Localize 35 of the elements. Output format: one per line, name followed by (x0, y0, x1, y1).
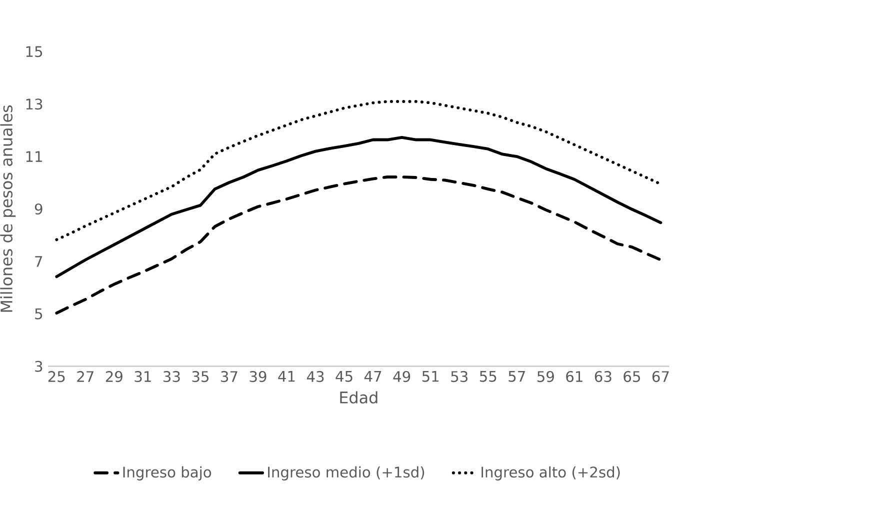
x-tick-label: 31 (134, 371, 151, 382)
y-tick-label: 13 (26, 98, 42, 110)
x-tick-label: 29 (106, 371, 122, 382)
y-axis-title: Millones de pesos anuales (0, 105, 16, 312)
x-tick-label: 39 (250, 371, 266, 382)
x-tick-label: 57 (508, 371, 525, 382)
legend-label: Ingreso bajo (123, 466, 212, 480)
x-tick-label: 63 (594, 371, 612, 382)
y-tick-label: 7 (35, 256, 42, 267)
x-tick-label: 59 (537, 371, 554, 382)
x-tick-label: 25 (48, 371, 65, 382)
x-tick-label: 43 (306, 371, 324, 382)
y-tick-label: 5 (35, 308, 42, 320)
x-axis-title: Edad (340, 391, 378, 404)
line-series (55, 176, 662, 315)
x-tick-label: 67 (652, 371, 669, 382)
x-tick-label: 27 (77, 371, 94, 382)
legend-label: Ingreso medio (+1sd) (268, 466, 424, 480)
x-tick-label: 53 (451, 371, 468, 382)
x-tick-label: 49 (393, 371, 410, 382)
x-tick-label: 51 (422, 371, 439, 382)
y-tick-label: 11 (26, 151, 42, 162)
x-tick-label: 65 (624, 371, 640, 382)
y-tick-label: 15 (26, 46, 42, 58)
x-tick-label: 55 (480, 371, 496, 382)
x-tick-label: 35 (192, 371, 208, 382)
x-tick-label: 33 (164, 371, 180, 382)
y-tick-label: 3 (35, 360, 42, 372)
x-tick-label: 61 (566, 371, 582, 382)
x-tick-label: 45 (336, 371, 352, 382)
x-tick-label: 41 (278, 371, 295, 382)
x-tick-label: 47 (364, 371, 382, 382)
y-tick-label: 9 (34, 203, 42, 215)
legend-label: Ingreso alto (+2sd) (482, 466, 620, 480)
x-tick-label: 37 (221, 371, 238, 382)
